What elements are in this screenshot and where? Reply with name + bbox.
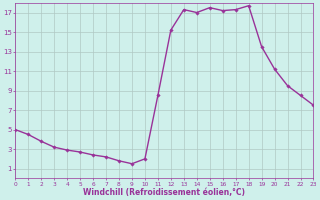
- X-axis label: Windchill (Refroidissement éolien,°C): Windchill (Refroidissement éolien,°C): [84, 188, 245, 197]
